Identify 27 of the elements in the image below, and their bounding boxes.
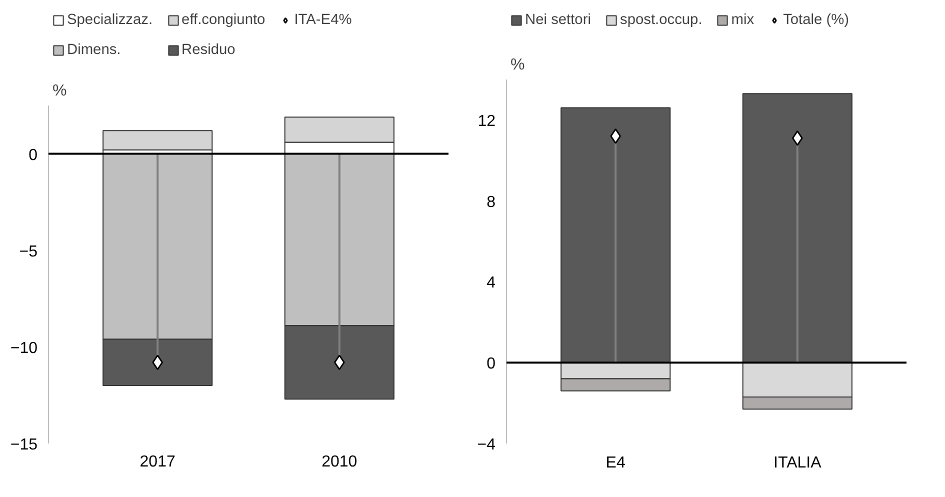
legend-label: Nei settori — [525, 12, 591, 28]
y-tick-label: 0 — [28, 146, 38, 164]
y-tick-label: −5 — [19, 243, 38, 260]
legend-label: Specializzaz. — [67, 12, 153, 28]
y-tick-label: 12 — [478, 112, 496, 130]
x-tick-label: 2010 — [322, 454, 358, 470]
y-tick-label: −15 — [10, 436, 38, 454]
y-tick-label: 0 — [486, 356, 496, 373]
legend-label: spost.occup. — [620, 12, 702, 28]
legend-label: Residuo — [182, 42, 236, 58]
bar — [742, 93, 852, 364]
bar — [560, 107, 671, 364]
x-tick-label: 2017 — [140, 454, 176, 470]
bar — [102, 130, 213, 150]
y-tick-label: 4 — [486, 274, 496, 292]
legend-label: ITA-E4% — [294, 12, 352, 28]
legend-label: Dimens. — [67, 42, 121, 58]
y-tick-label: 8 — [486, 194, 496, 211]
y-tick-label: −10 — [10, 340, 38, 357]
x-tick-label: E4 — [606, 454, 626, 472]
legend-label: mix — [731, 12, 754, 28]
x-tick-label: ITALIA — [774, 454, 822, 472]
y-axis-title: % — [52, 82, 67, 100]
legend-label: eff.congiunto — [182, 12, 266, 28]
legend-label: Totale (%) — [783, 12, 850, 28]
y-axis-title: % — [510, 56, 525, 74]
y-tick-label: −4 — [477, 436, 496, 454]
